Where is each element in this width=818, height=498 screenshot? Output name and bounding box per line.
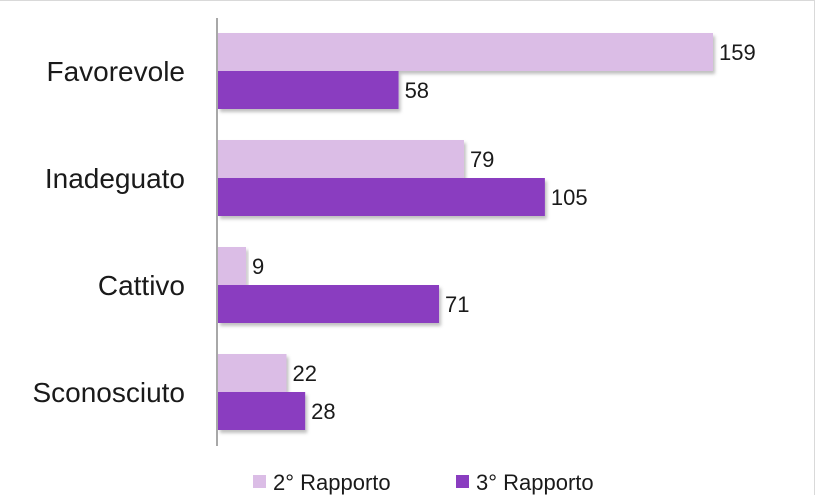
labels-layer: Favorevole 159 58 Inadeguato 79 105 Cattivo 9 71… [32,40,755,424]
value-label-inadeguato-2-rapporto: 79 [470,147,494,172]
legend: 2° Rapporto 3° Rapporto [253,470,594,495]
value-label-sconosciuto-3-rapporto: 28 [311,399,335,424]
legend-label-3-rapporto: 3° Rapporto [476,470,594,495]
category-label-inadeguato: Inadeguato [45,163,185,194]
bar-inadeguato-2-rapporto [218,140,464,178]
bar-inadeguato-3-rapporto [218,178,545,216]
bar-favorevole-2-rapporto [218,33,713,71]
legend-label-2-rapporto: 2° Rapporto [273,470,391,495]
bar-sconosciuto-3-rapporto [218,392,306,430]
bars-layer [218,33,713,430]
legend-swatch-3-rapporto [456,475,469,488]
bar-cattivo-2-rapporto [218,247,247,285]
bar-cattivo-3-rapporto [218,285,440,323]
bar-favorevole-3-rapporto [218,71,399,109]
value-label-cattivo-2-rapporto: 9 [252,254,264,279]
value-label-sconosciuto-2-rapporto: 22 [292,361,316,386]
value-label-inadeguato-3-rapporto: 105 [551,185,588,210]
value-label-cattivo-3-rapporto: 71 [445,292,469,317]
category-label-cattivo: Cattivo [98,270,185,301]
bar-sconosciuto-2-rapporto [218,354,287,392]
value-label-favorevole-2-rapporto: 159 [719,40,756,65]
value-label-favorevole-3-rapporto: 58 [405,78,429,103]
legend-swatch-2-rapporto [253,475,266,488]
category-label-sconosciuto: Sconosciuto [32,377,185,408]
category-label-favorevole: Favorevole [46,56,185,87]
